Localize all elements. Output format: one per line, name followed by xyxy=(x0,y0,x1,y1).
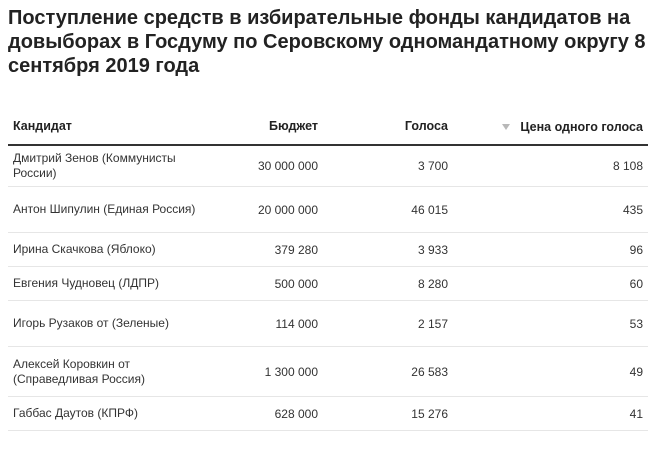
table-row: Антон Шипулин (Единая Россия) 20 000 000… xyxy=(8,187,648,233)
cell-votes: 15 276 xyxy=(411,406,448,421)
cell-price: 435 xyxy=(622,202,643,217)
cell-candidate: Дмитрий Зенов (Коммунисты России) xyxy=(13,151,176,180)
cell-candidate: Евгения Чудновец (ЛДПР) xyxy=(13,276,159,290)
cell-budget: 1 300 000 xyxy=(264,364,318,379)
table-row: Дмитрий Зенов (Коммунисты России) 30 000… xyxy=(8,146,648,187)
candidates-table: Кандидат Бюджет Голоса Цена одного голос… xyxy=(8,108,648,431)
cell-price: 60 xyxy=(629,276,643,291)
cell-candidate: Алексей Коровкин от (Справедливая Россия… xyxy=(13,356,145,386)
cell-candidate: Игорь Рузаков от (Зеленые) xyxy=(13,316,169,330)
table-row: Ирина Скачкова (Яблоко) 379 280 3 933 96 xyxy=(8,233,648,267)
table-row: Алексей Коровкин от (Справедливая Россия… xyxy=(8,347,648,397)
table-row: Евгения Чудновец (ЛДПР) 500 000 8 280 60 xyxy=(8,267,648,301)
cell-votes: 8 280 xyxy=(417,276,448,291)
column-header-budget[interactable]: Бюджет xyxy=(268,119,318,133)
column-header-price-label: Цена одного голоса xyxy=(520,119,643,134)
table-row: Игорь Рузаков от (Зеленые) 114 000 2 157… xyxy=(8,301,648,347)
cell-price: 8 108 xyxy=(612,159,643,173)
cell-budget: 30 000 000 xyxy=(257,159,318,173)
cell-budget: 114 000 xyxy=(275,316,319,331)
cell-price: 49 xyxy=(629,364,643,379)
table-header: Кандидат Бюджет Голоса Цена одного голос… xyxy=(8,108,648,146)
cell-price: 96 xyxy=(629,242,643,257)
cell-price: 41 xyxy=(629,406,643,421)
cell-budget: 379 280 xyxy=(274,242,318,257)
cell-budget: 20 000 000 xyxy=(257,202,318,217)
cell-budget: 500 000 xyxy=(274,276,318,291)
cell-votes: 3 933 xyxy=(417,242,448,257)
cell-budget: 628 000 xyxy=(274,406,318,421)
cell-votes: 3 700 xyxy=(417,159,448,173)
cell-candidate: Ирина Скачкова (Яблоко) xyxy=(13,242,156,256)
column-header-candidate[interactable]: Кандидат xyxy=(13,118,72,133)
cell-votes: 46 015 xyxy=(411,202,448,217)
cell-price: 53 xyxy=(629,316,643,331)
column-header-votes[interactable]: Голоса xyxy=(404,119,448,133)
cell-votes: 2 157 xyxy=(417,316,448,331)
sort-descending-icon[interactable] xyxy=(502,123,511,130)
column-header-price[interactable]: Цена одного голоса xyxy=(448,119,643,134)
cell-candidate: Антон Шипулин (Единая Россия) xyxy=(13,202,196,216)
cell-candidate: Габбас Даутов (КПРФ) xyxy=(13,406,138,420)
table-row: Габбас Даутов (КПРФ) 628 000 15 276 41 xyxy=(8,397,648,431)
page-title: Поступление средств в избирательные фонд… xyxy=(8,7,646,77)
cell-votes: 26 583 xyxy=(411,364,448,379)
